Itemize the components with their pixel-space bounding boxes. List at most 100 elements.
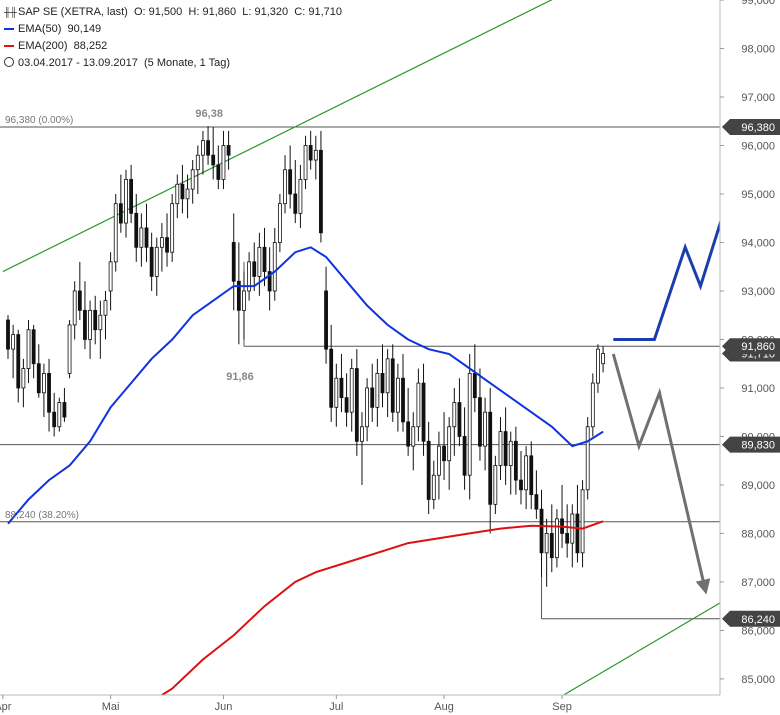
candle — [129, 164, 134, 224]
candle-body-up — [57, 402, 62, 428]
candle-body-down — [262, 246, 267, 272]
x-axis: Apr Mai Jun Jul Aug Sep — [0, 694, 720, 713]
y-tick-label: 98,000 — [741, 43, 775, 55]
candle-body-down — [144, 227, 149, 248]
x-tick-label: Jul — [329, 701, 343, 713]
candle-body-down — [93, 309, 98, 331]
candle — [185, 174, 190, 219]
candle — [442, 412, 446, 481]
candle — [98, 300, 103, 359]
candle-body-down — [344, 397, 349, 413]
x-tick-label: Sep — [552, 701, 572, 713]
candle — [472, 344, 477, 413]
candle-body-up — [221, 145, 226, 180]
level-value-box-text: 91,860 — [741, 341, 775, 353]
candle — [426, 421, 431, 515]
candle — [354, 349, 359, 456]
candle — [21, 358, 26, 408]
candle-body-down — [83, 309, 87, 340]
y-tick-label: 87,000 — [741, 577, 775, 589]
candle — [534, 470, 539, 519]
candle — [31, 324, 36, 379]
candle-body-up — [447, 426, 452, 462]
candle — [308, 130, 313, 170]
candle — [216, 145, 221, 190]
candle — [431, 460, 436, 510]
level-value-box-text: 86,240 — [741, 614, 775, 626]
candle — [190, 160, 195, 204]
candle-body-down — [565, 533, 570, 544]
candle — [57, 397, 62, 432]
candle — [339, 354, 344, 413]
channel-upper-line — [2, 0, 553, 273]
y-tick-label: 88,000 — [741, 528, 775, 540]
ema200-value: 88,252 — [73, 40, 108, 52]
candle-body-up — [242, 290, 246, 311]
candle-body-down — [129, 179, 134, 214]
candle — [175, 174, 180, 219]
candle-body-up — [375, 372, 380, 408]
level-value-box: 91,860 — [722, 338, 780, 355]
candle — [277, 193, 282, 253]
candle — [508, 431, 513, 495]
candle-body-down — [6, 319, 10, 350]
ema50-label: EMA(50) — [18, 23, 62, 35]
candle — [395, 363, 400, 432]
symbol-row: ╫╫SAP SE (XETRA, last) O: 91,500 H: 91,8… — [4, 4, 342, 21]
candle-body-down — [267, 271, 272, 292]
candle-body-up — [498, 431, 503, 466]
candle-body-up — [67, 324, 72, 374]
low-label: L: — [242, 6, 252, 18]
candle — [380, 344, 385, 408]
candle — [298, 164, 303, 228]
candle — [6, 315, 10, 359]
candle — [293, 160, 298, 224]
candle-body-down — [519, 479, 523, 491]
candle — [544, 518, 549, 587]
candle — [16, 329, 21, 403]
candle-body-up — [360, 426, 364, 442]
candle-body-up — [113, 203, 118, 263]
candle-body-up — [596, 348, 600, 384]
candle — [62, 387, 67, 422]
candle — [134, 193, 139, 262]
ema50-swatch — [4, 28, 14, 31]
ema50-value: 90,149 — [67, 23, 102, 35]
candle — [201, 130, 205, 175]
candle-body-up — [437, 445, 441, 476]
level-value-box: 86,240 — [722, 610, 780, 627]
level-value-box-bg — [722, 436, 780, 453]
candle-body-up — [349, 368, 354, 413]
candle-body-down — [442, 445, 446, 462]
candle — [416, 368, 421, 442]
candle — [313, 135, 318, 180]
candle — [565, 504, 570, 558]
candle — [585, 417, 590, 500]
candle-body-down — [134, 212, 139, 248]
level-value-box-bg — [722, 338, 780, 355]
candle-body-up — [601, 353, 605, 365]
candle-body-down — [118, 203, 123, 224]
candle — [242, 271, 246, 340]
candle-body-down — [324, 290, 328, 350]
candle-body-up — [524, 455, 529, 491]
candle — [103, 290, 108, 340]
y-tick-label: 93,000 — [741, 286, 775, 298]
candle-body-down — [539, 508, 544, 554]
candle-body-down — [165, 237, 169, 253]
candle — [555, 509, 559, 568]
candle-body-up — [555, 518, 559, 559]
candle-body-up — [170, 203, 175, 253]
candle-body-up — [159, 237, 164, 248]
candle — [575, 484, 580, 563]
period-range: 03.04.2017 - 13.09.2017 — [18, 57, 138, 69]
candle — [488, 387, 493, 534]
clock-icon — [4, 57, 14, 68]
candle-body-up — [585, 426, 590, 491]
candle-body-up — [283, 169, 287, 205]
candle-body-down — [462, 436, 467, 476]
candle — [375, 358, 380, 427]
candle — [221, 130, 226, 190]
candle — [165, 213, 169, 267]
candle-body-up — [139, 227, 144, 248]
